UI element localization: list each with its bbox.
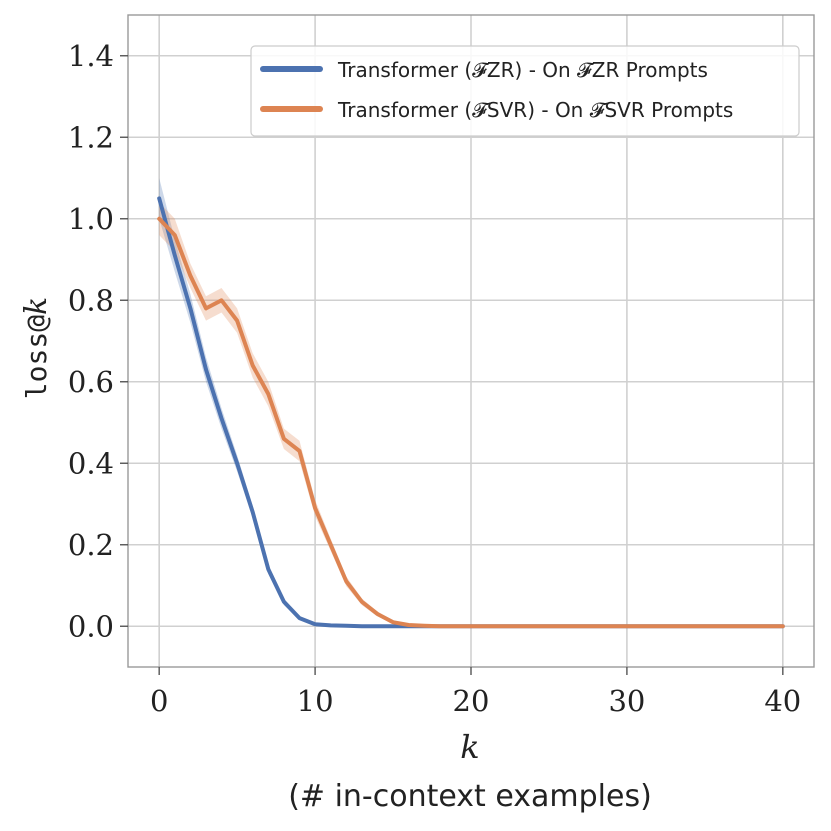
x-axis-label: k xyxy=(460,728,479,766)
x-tick-label-3: 30 xyxy=(608,684,645,718)
legend-label-svr: Transformer (𝓕SVR) - On 𝓕SVR Prompts xyxy=(337,98,733,122)
y-tick-label-6: 1.2 xyxy=(68,120,114,154)
x-tick-label-4: 40 xyxy=(764,684,801,718)
legend: Transformer (𝓕ZR) - On 𝓕ZR Prompts Trans… xyxy=(250,45,800,137)
x-tick-label-1: 10 xyxy=(297,684,334,718)
y-axis-label-k: k xyxy=(19,297,54,315)
legend-box xyxy=(250,45,800,137)
x-axis-sublabel: (# in-context examples) xyxy=(288,779,652,814)
y-tick-label-1: 0.2 xyxy=(68,528,114,562)
series-lines xyxy=(157,196,785,629)
y-tick-label-2: 0.4 xyxy=(68,446,114,480)
y-tick-label-7: 1.4 xyxy=(68,39,114,73)
legend-label-zr: Transformer (𝓕ZR) - On 𝓕ZR Prompts xyxy=(337,58,708,82)
x-tick-label-2: 20 xyxy=(453,684,490,718)
y-axis-label: loss@k xyxy=(19,297,54,399)
y-axis-ticks: 0.0 0.2 0.4 0.6 0.8 1.0 1.2 1.4 xyxy=(68,39,128,643)
y-tick-label-0: 0.0 xyxy=(68,609,114,643)
x-tick-label-0: 0 xyxy=(150,684,168,718)
y-tick-label-3: 0.6 xyxy=(68,365,114,399)
y-tick-label-4: 0.8 xyxy=(68,283,114,317)
series-line-1 xyxy=(157,216,785,629)
svg-text:loss@k: loss@k xyxy=(19,297,54,399)
y-axis-label-text: loss@ xyxy=(20,315,53,399)
y-tick-label-5: 1.0 xyxy=(68,202,114,236)
x-axis-ticks: 0 10 20 30 40 xyxy=(150,667,801,718)
